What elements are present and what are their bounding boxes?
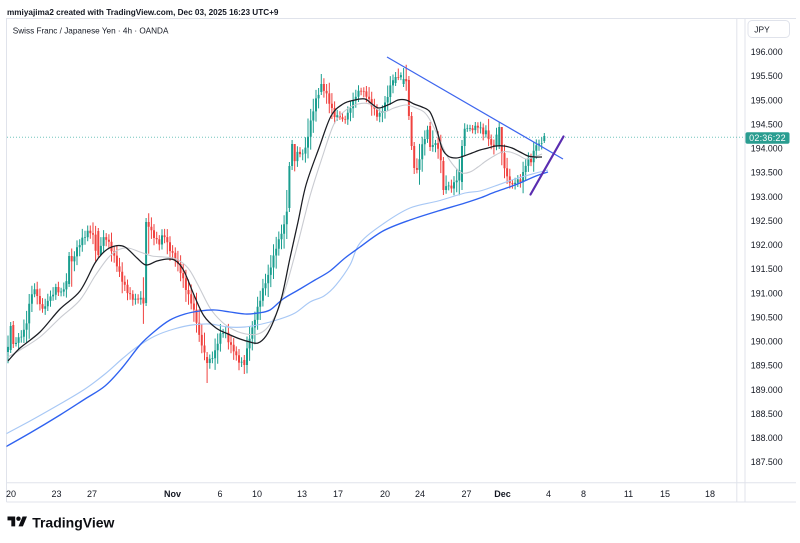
svg-text:191.000: 191.000 (751, 288, 783, 298)
svg-text:mmiyajima2 created with Tradin: mmiyajima2 created with TradingView.com,… (7, 8, 279, 17)
svg-text:10: 10 (252, 489, 262, 499)
svg-text:Swiss Franc / Japanese Yen · 4: Swiss Franc / Japanese Yen · 4h · OANDA (13, 26, 169, 35)
svg-text:27: 27 (461, 489, 471, 499)
svg-text:6: 6 (217, 489, 222, 499)
svg-text:195.500: 195.500 (751, 71, 783, 81)
svg-text:18: 18 (705, 489, 715, 499)
svg-text:188.000: 188.000 (751, 433, 783, 443)
svg-text:27: 27 (87, 489, 97, 499)
svg-text:02:36:22: 02:36:22 (749, 133, 786, 143)
svg-text:20: 20 (6, 489, 16, 499)
svg-text:194.000: 194.000 (751, 144, 783, 154)
svg-text:192.000: 192.000 (751, 240, 783, 250)
svg-text:188.500: 188.500 (751, 409, 783, 419)
svg-text:11: 11 (624, 489, 633, 499)
svg-text:8: 8 (581, 489, 586, 499)
svg-text:23: 23 (51, 489, 61, 499)
svg-text:195.000: 195.000 (751, 95, 783, 105)
svg-text:194.500: 194.500 (751, 120, 783, 130)
svg-text:193.500: 193.500 (751, 168, 783, 178)
svg-text:20: 20 (380, 489, 390, 499)
svg-text:191.500: 191.500 (751, 264, 783, 274)
svg-text:189.500: 189.500 (751, 361, 783, 371)
svg-text:4: 4 (546, 489, 551, 499)
svg-text:15: 15 (660, 489, 670, 499)
svg-text:190.500: 190.500 (751, 313, 783, 323)
svg-text:Nov: Nov (164, 489, 181, 499)
svg-text:13: 13 (297, 489, 307, 499)
svg-text:Dec: Dec (494, 489, 511, 499)
svg-text:193.000: 193.000 (751, 192, 783, 202)
svg-text:192.500: 192.500 (751, 216, 783, 226)
svg-text:187.500: 187.500 (751, 457, 783, 467)
svg-text:JPY: JPY (754, 25, 770, 35)
svg-text:189.000: 189.000 (751, 385, 783, 395)
svg-text:17: 17 (333, 489, 343, 499)
svg-text:196.000: 196.000 (751, 47, 783, 57)
svg-text:TradingView: TradingView (32, 515, 114, 531)
svg-text:190.000: 190.000 (751, 337, 783, 347)
svg-text:24: 24 (415, 489, 425, 499)
